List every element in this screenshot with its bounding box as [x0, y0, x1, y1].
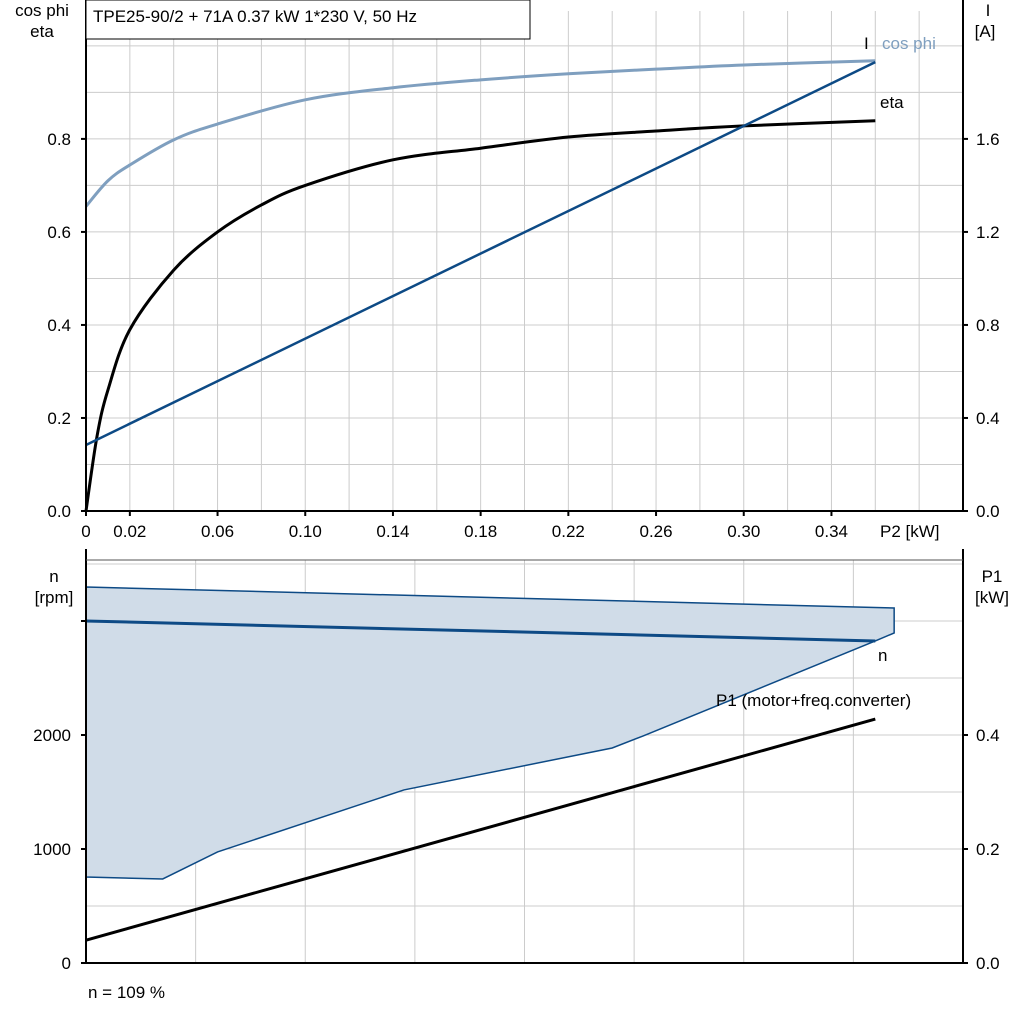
footer-speed-label: n = 109 % [88, 983, 165, 1002]
x-axis-label: P2 [kW] [880, 522, 940, 541]
series-line-cos [84, 59, 876, 208]
series-label-n: n [878, 646, 887, 665]
x-tick-label: 0.22 [552, 522, 585, 541]
right-tick-label: 0.0 [976, 502, 1000, 521]
series-label-eta: eta [880, 93, 904, 112]
right-axis-label: [A] [975, 22, 996, 41]
right-tick-label: 0.0 [976, 954, 1000, 973]
x-tick-label: 0.18 [464, 522, 497, 541]
left-tick-label: 0.0 [47, 502, 71, 521]
right-tick-label: 0.4 [976, 409, 1000, 428]
left-axis-label: cos phi [15, 1, 69, 20]
left-axis-label: n [49, 567, 58, 586]
x-tick-label: 0.34 [815, 522, 848, 541]
right-axis-label: [kW] [975, 588, 1009, 607]
series-label-current: I [864, 34, 869, 53]
x-tick-label: 0.06 [201, 522, 234, 541]
right-tick-label: 1.2 [976, 223, 1000, 242]
chart-title: TPE25-90/2 + 71A 0.37 kW 1*230 V, 50 Hz [93, 7, 417, 26]
left-tick-label: 0.4 [47, 316, 71, 335]
right-tick-label: 1.6 [976, 130, 1000, 149]
left-tick-label: 0.2 [47, 409, 71, 428]
right-tick-label: 0.4 [976, 726, 1000, 745]
x-tick-label: 0.14 [376, 522, 409, 541]
x-tick-label: 0.26 [640, 522, 673, 541]
series-line-eta [84, 119, 876, 512]
right-tick-label: 0.8 [976, 316, 1000, 335]
left-axis-label: eta [30, 22, 54, 41]
right-tick-label: 0.2 [976, 840, 1000, 859]
left-axis-label: [rpm] [35, 588, 74, 607]
left-tick-label: 0.6 [47, 223, 71, 242]
series-line-n [85, 619, 876, 643]
left-tick-label: 2000 [33, 726, 71, 745]
series-label-cos-phi: cos phi [882, 34, 936, 53]
right-axis-label: I [986, 1, 991, 20]
series-label-p1: P1 (motor+freq.converter) [716, 691, 911, 710]
x-tick-label: 0.30 [727, 522, 760, 541]
x-tick-label: 0 [81, 522, 90, 541]
series-line-i [85, 61, 876, 447]
operating-range-area [85, 586, 895, 880]
left-tick-label: 0.8 [47, 130, 71, 149]
series-line-p1 [85, 717, 876, 942]
title-box [85, 0, 531, 40]
x-tick-label: 0.10 [289, 522, 322, 541]
right-axis-label: P1 [982, 567, 1003, 586]
left-tick-label: 1000 [33, 840, 71, 859]
x-tick-label: 0.02 [113, 522, 146, 541]
left-tick-label: 0 [62, 954, 71, 973]
